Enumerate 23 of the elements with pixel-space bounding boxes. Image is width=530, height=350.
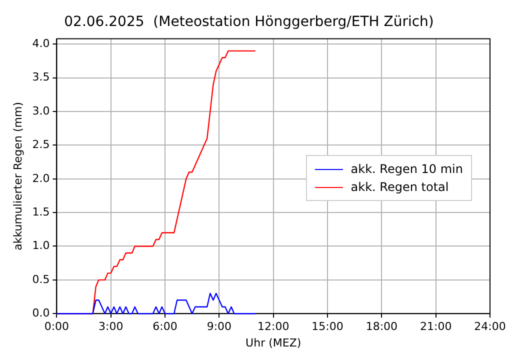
- x-tick-label: 9:00: [206, 320, 232, 334]
- x-tick-label: 15:00: [312, 320, 344, 334]
- legend-label: akk. Regen total: [350, 179, 449, 196]
- y-tick-label: 2.0: [32, 172, 50, 185]
- x-tick-label: 18:00: [366, 320, 398, 334]
- chart-title: 02.06.2025 (Meteostation Hönggerberg/ETH Zürich): [64, 14, 434, 30]
- legend-label: akk. Regen 10 min: [350, 161, 463, 178]
- y-tick-label: 3.0: [32, 104, 50, 118]
- x-tick-label: 6:00: [152, 320, 178, 334]
- x-tick-label: 24:00: [474, 320, 506, 334]
- y-tick-label: 2.5: [32, 138, 50, 152]
- x-tick-label: 21:00: [420, 320, 452, 334]
- x-axis-title: Uhr (MEZ): [246, 336, 302, 350]
- x-tick-label: 0:00: [44, 320, 70, 334]
- x-tick-label: 3:00: [98, 320, 124, 334]
- y-tick-label: 1.5: [32, 205, 50, 218]
- y-tick-label: 0.5: [32, 272, 50, 286]
- y-axis-title: akkumulierter Regen (mm): [11, 102, 24, 250]
- x-tick-label: 12:00: [257, 320, 290, 334]
- y-tick-label: 3.5: [32, 70, 50, 84]
- y-tick-label: 4.0: [32, 37, 50, 50]
- y-tick-label: 0.0: [32, 306, 50, 320]
- y-tick-label: 1.0: [32, 239, 50, 252]
